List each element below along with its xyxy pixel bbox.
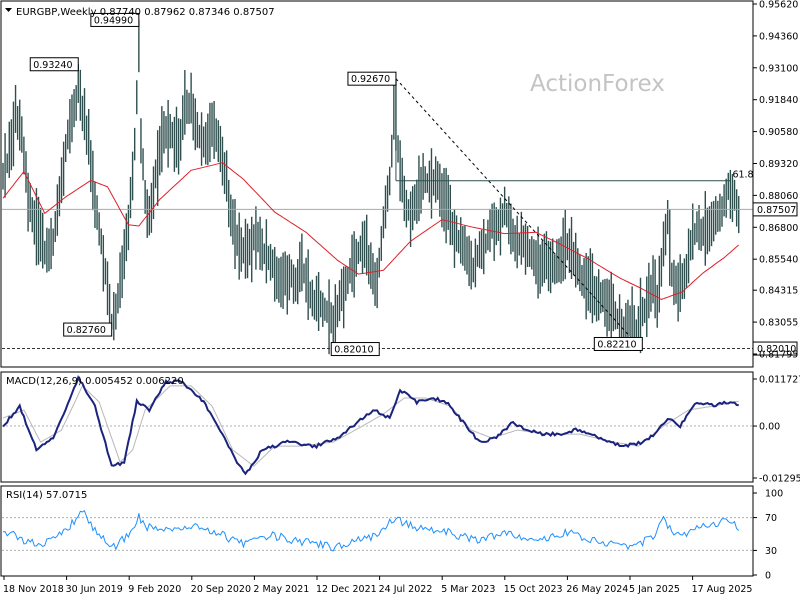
support-price-badge: 0.82010 — [752, 341, 798, 356]
time-tick-label: 5 Mar 2023 — [441, 584, 495, 595]
chart-header: EURGBP,Weekly 0.87740 0.87962 0.87346 0.… — [16, 7, 275, 18]
rsi-tick-label: 100 — [765, 489, 783, 500]
price-annotation: 0.82210 — [593, 336, 643, 351]
svg-text:0.82210: 0.82210 — [597, 339, 636, 350]
price-annotation: 0.94990 — [90, 12, 140, 27]
price-tick-label: 0.81795 — [759, 349, 798, 360]
time-tick-label: 20 Sep 2020 — [191, 584, 251, 595]
symbol-label: EURGBP,Weekly — [16, 7, 97, 18]
price-annotation: 0.93240 — [29, 57, 79, 72]
price-annotations: 0.94990 0.93240 0.92670 0.82760 0.82010 0.822… — [29, 12, 798, 357]
time-tick-label: 12 Dec 2021 — [316, 584, 377, 595]
rsi-layer: 100 70 30 0 — [2, 489, 783, 582]
price-tick-label: 0.95620 — [759, 0, 798, 11]
watermark: ActionForex — [530, 71, 665, 97]
time-tick-label: 15 Oct 2023 — [504, 584, 563, 595]
price-panel-frame — [0, 0, 754, 368]
svg-text:0.82010: 0.82010 — [334, 345, 373, 356]
price-tick-label: 0.83055 — [759, 318, 798, 329]
rsi-tick-label: 0 — [765, 571, 771, 582]
rsi-line — [2, 509, 740, 552]
price-tick-label: 0.93100 — [759, 63, 798, 74]
svg-text:0.94990: 0.94990 — [94, 15, 133, 26]
svg-text:0.82760: 0.82760 — [67, 325, 106, 336]
price-tick-label: 0.88060 — [759, 191, 798, 202]
svg-text:0.87507: 0.87507 — [757, 205, 796, 216]
price-tick-label: 0.89320 — [759, 159, 798, 170]
price-bars — [2, 19, 740, 355]
time-tick-label: 2 May 2021 — [253, 584, 309, 595]
price-annotation: 0.82760 — [63, 322, 113, 337]
time-axis: 18 Nov 2018 30 Jun 2019 9 Feb 2020 20 Sep 2… — [3, 576, 752, 595]
price-tick-label: 0.86800 — [759, 223, 798, 234]
price-tick-label: 0.94360 — [759, 31, 798, 42]
svg-text:0.82010: 0.82010 — [757, 344, 796, 355]
macd-header: MACD(12,26,9) 0.005452 0.006220 — [6, 376, 184, 387]
price-annotation: 0.82010 — [330, 342, 380, 357]
time-tick-label: 5 Jan 2025 — [629, 584, 680, 595]
macd-line — [2, 374, 739, 476]
price-tick-label: 0.85540 — [759, 255, 798, 266]
macd-panel-frame — [0, 371, 754, 483]
ohlc-label: 0.87740 0.87962 0.87346 0.87507 — [100, 7, 275, 18]
macd-tick-label: 0.00 — [759, 422, 780, 433]
rsi-tick-label: 30 — [765, 546, 777, 557]
fib-label: 61.8 — [732, 170, 753, 181]
time-tick-label: 26 May 2024 — [566, 584, 628, 595]
time-tick-label: 24 Jul 2022 — [379, 584, 433, 595]
time-tick-label: 17 Aug 2025 — [692, 584, 753, 595]
rsi-tick-label: 70 — [765, 513, 777, 524]
collapse-triangle-icon[interactable] — [5, 8, 12, 12]
time-tick-label: 18 Nov 2018 — [3, 584, 64, 595]
svg-text:0.92670: 0.92670 — [351, 74, 390, 85]
rsi-header: RSI(14) 57.0715 — [6, 490, 87, 501]
time-tick-label: 30 Jun 2019 — [66, 584, 123, 595]
price-tick-label: 0.91840 — [759, 95, 798, 106]
price-annotation: 0.92670 — [347, 71, 397, 86]
current-price-badge: 0.87507 — [752, 202, 798, 217]
rsi-panel-frame — [0, 485, 754, 577]
moving-average-line — [2, 162, 740, 300]
price-tick-label: 0.84315 — [759, 286, 798, 297]
time-tick-label: 9 Feb 2020 — [128, 584, 181, 595]
svg-text:0.93240: 0.93240 — [33, 60, 72, 71]
price-tick-label: 0.90580 — [759, 127, 798, 138]
price-axis: 0.95620 0.94360 0.93100 0.91840 0.90580 0.893… — [753, 0, 798, 360]
macd-tick-label: 0.011727 — [759, 375, 800, 386]
